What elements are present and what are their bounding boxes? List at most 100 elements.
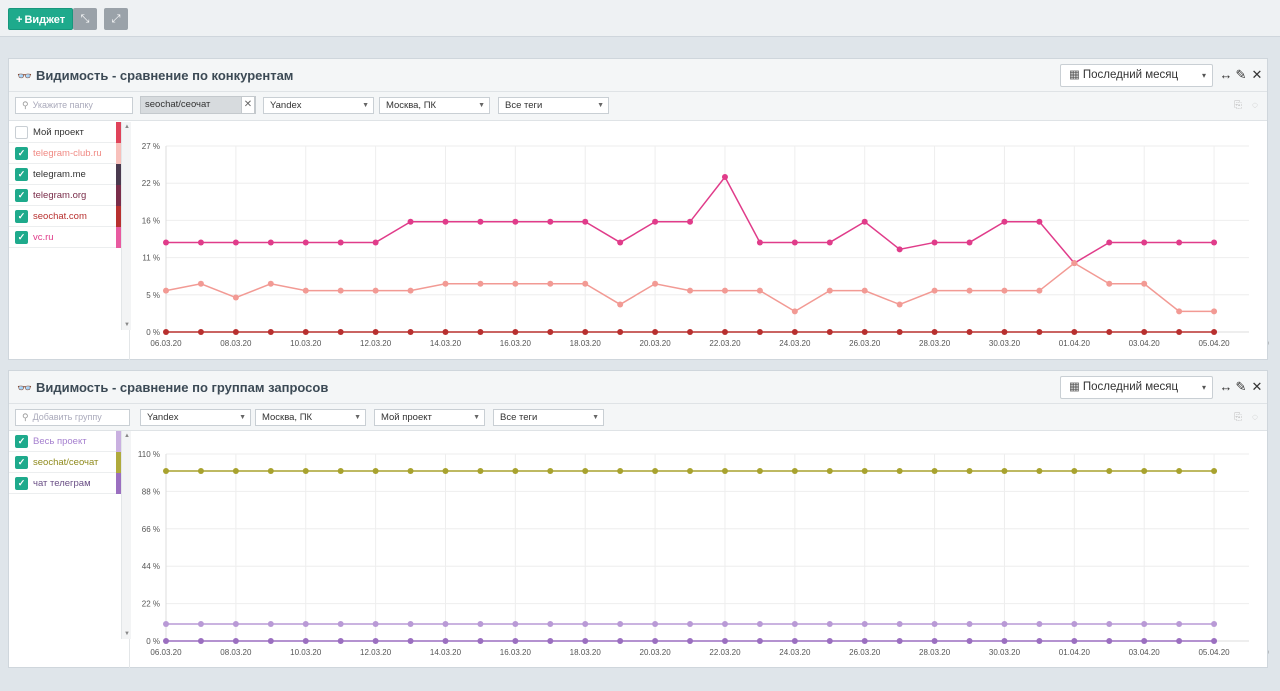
scroll-down-icon[interactable]: ▼ xyxy=(124,322,130,328)
resize-horizontal-icon[interactable]: ↔ xyxy=(1219,379,1233,394)
data-point xyxy=(337,621,344,627)
region-select[interactable]: Москва, ПК ▼ xyxy=(255,409,366,426)
x-tick-label: 24.03.20 xyxy=(779,339,811,348)
data-point xyxy=(1211,308,1218,315)
checkbox[interactable]: ✓ xyxy=(15,168,28,181)
legend-item[interactable]: ✓ vc.ru xyxy=(9,227,121,248)
add-widget-button[interactable]: + Виджет xyxy=(8,8,74,30)
data-point xyxy=(547,218,554,225)
visibility-chart: 06.03.20 08.03.20 10.03.20 12.03.20 14.03.20… xyxy=(131,431,1269,668)
legend-item[interactable]: ✓ telegram.me xyxy=(9,164,121,185)
data-point xyxy=(826,287,833,294)
period-select[interactable]: ▦ Последний месяц ▾ xyxy=(1060,64,1213,87)
engine-select[interactable]: Yandex ▼ xyxy=(140,409,251,426)
data-point xyxy=(407,468,414,474)
checkbox[interactable] xyxy=(15,126,28,139)
data-point xyxy=(652,280,659,287)
chevron-down-icon: ▼ xyxy=(592,414,599,421)
legend-item[interactable]: Мой проект xyxy=(9,122,121,143)
data-point xyxy=(896,621,903,627)
checkbox[interactable]: ✓ xyxy=(15,147,28,160)
data-point xyxy=(302,638,309,644)
hide-eye-icon[interactable]: ◌ xyxy=(1252,412,1258,423)
data-point xyxy=(861,218,868,225)
data-point xyxy=(372,621,379,627)
data-point xyxy=(756,621,763,627)
legend-item[interactable]: ✓ telegram.org xyxy=(9,185,121,206)
export-icon[interactable]: ⎘ xyxy=(1234,100,1242,111)
data-point xyxy=(442,280,449,287)
scroll-down-icon[interactable]: ▼ xyxy=(124,631,130,637)
pin-icon[interactable]: ✎ xyxy=(1235,67,1247,82)
top-toolbar: + Виджет ⤡ ⤢ xyxy=(0,0,1280,37)
filters-bar: ⚲ Укажите папку seochat/сеочат ✕ Yandex ▼ М… xyxy=(9,92,1267,121)
data-point xyxy=(791,239,798,246)
pin-icon[interactable]: ✎ xyxy=(1235,379,1247,394)
period-select[interactable]: ▦ Последний месяц ▾ xyxy=(1060,376,1213,399)
resize-horizontal-icon[interactable]: ↔ xyxy=(1219,67,1233,82)
close-icon[interactable]: ✕ xyxy=(1251,67,1263,82)
y-tick-label: 0 % xyxy=(146,328,160,337)
collapse-all-button[interactable]: ⤡ xyxy=(73,8,97,30)
y-tick-label: 5 % xyxy=(146,291,160,300)
data-point xyxy=(372,329,379,335)
data-point xyxy=(1211,621,1218,627)
x-tick-label: 12.03.20 xyxy=(360,339,392,348)
x-tick-label: 20.03.20 xyxy=(640,339,672,348)
data-point xyxy=(337,638,344,644)
engine-select[interactable]: Yandex ▼ xyxy=(263,97,374,114)
glasses-icon: 👓 xyxy=(17,381,32,395)
tags-select[interactable]: Все теги ▼ xyxy=(493,409,604,426)
data-point xyxy=(547,621,554,627)
data-point xyxy=(1141,638,1148,644)
legend-item[interactable]: ✓ Весь проект xyxy=(9,431,121,452)
data-point xyxy=(407,638,414,644)
checkbox[interactable]: ✓ xyxy=(15,189,28,202)
legend-scrollbar[interactable]: ▲ ▼ xyxy=(121,431,131,639)
project-select[interactable]: Мой проект ▼ xyxy=(374,409,485,426)
data-point xyxy=(721,174,728,180)
legend-item[interactable]: ✓ чат телеграм xyxy=(9,473,121,494)
widget-competitors: 👓 Видимость - сравнение по конкурентам ▦ П… xyxy=(8,58,1269,360)
x-tick-label: 30.03.20 xyxy=(989,648,1021,657)
tags-select[interactable]: Все теги ▼ xyxy=(498,97,609,114)
data-point xyxy=(582,468,589,474)
data-point xyxy=(861,638,868,644)
data-point xyxy=(407,218,414,225)
chevron-down-icon: ▼ xyxy=(354,414,361,421)
collapse-arrows-icon: ⤡ xyxy=(80,13,90,25)
widget-title: Видимость - сравнение по группам запросо… xyxy=(35,380,329,395)
x-tick-label: 03.04.20 xyxy=(1129,339,1161,348)
close-icon[interactable]: ✕ xyxy=(1251,379,1263,394)
export-icon[interactable]: ⎘ xyxy=(1234,412,1242,423)
checkbox[interactable]: ✓ xyxy=(15,456,28,469)
data-point xyxy=(1001,468,1008,474)
expand-all-button[interactable]: ⤢ xyxy=(104,8,128,30)
data-point xyxy=(512,218,519,225)
checkbox[interactable]: ✓ xyxy=(15,210,28,223)
data-point xyxy=(1141,329,1148,335)
folder-input[interactable]: ⚲ Укажите папку xyxy=(15,97,133,114)
x-tick-label: 24.03.20 xyxy=(779,648,811,657)
region-select[interactable]: Москва, ПК ▼ xyxy=(379,97,490,114)
chevron-down-icon: ▼ xyxy=(239,414,246,421)
group-input[interactable]: ⚲ Добавить группу xyxy=(15,409,130,426)
legend-item[interactable]: ✓ seochat/сеочат xyxy=(9,452,121,473)
legend-item[interactable]: ✓ telegram-club.ru xyxy=(9,143,121,164)
legend-item[interactable]: ✓ seochat.com xyxy=(9,206,121,227)
legend-panel: Мой проект ✓ telegram-club.ru ✓ telegram.m… xyxy=(9,122,131,360)
checkbox[interactable]: ✓ xyxy=(15,477,28,490)
data-point xyxy=(1001,287,1008,294)
checkbox[interactable]: ✓ xyxy=(15,231,28,244)
data-point xyxy=(232,239,239,246)
data-point xyxy=(512,280,519,287)
checkbox[interactable]: ✓ xyxy=(15,435,28,448)
scroll-up-icon[interactable]: ▲ xyxy=(124,433,130,439)
chevron-down-icon: ▼ xyxy=(478,102,485,109)
remove-tag-icon[interactable]: ✕ xyxy=(241,96,255,114)
legend-scrollbar[interactable]: ▲ ▼ xyxy=(121,122,131,330)
hide-eye-icon[interactable]: ◌ xyxy=(1252,100,1258,111)
scroll-up-icon[interactable]: ▲ xyxy=(124,124,130,130)
x-tick-label: 28.03.20 xyxy=(919,339,951,348)
data-point xyxy=(337,468,344,474)
